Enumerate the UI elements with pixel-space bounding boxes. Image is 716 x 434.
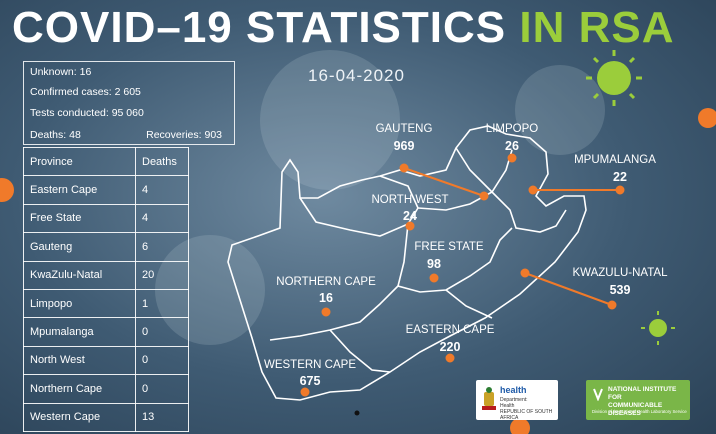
table-row: North West 0 [23, 345, 189, 376]
label-mpumalanga-name: MPUMALANGA [574, 154, 656, 166]
deaths-cell: 4 [135, 175, 189, 205]
label-limpopo-cases: 26 [505, 139, 519, 153]
health-logo-line3: REPUBLIC OF SOUTH AFRICA [500, 409, 553, 421]
marker-mpumalanga-start [528, 185, 538, 195]
label-western-cape-cases: 675 [300, 374, 321, 388]
deaths-cell: 1 [135, 288, 189, 319]
label-northern-cape-name: NORTHERN CAPE [276, 276, 376, 288]
deaths-cell: 0 [135, 345, 189, 376]
health-logo-line2: Health [500, 403, 515, 409]
label-north-west-name: NORTH WEST [371, 194, 448, 206]
nicd-logo: NATIONAL INSTITUTE FOR COMMUNICABLE DISE… [586, 380, 690, 420]
page-title: COVID–19 STATISTICS IN RSA [12, 2, 706, 54]
province-cell: Northern Cape [23, 374, 136, 404]
health-logo-title: health [500, 385, 527, 395]
summary-confirmed: Confirmed cases: 2 605 [30, 86, 141, 98]
nicd-mark-icon [593, 388, 603, 401]
province-cell: Gauteng [23, 232, 136, 262]
report-date: 16-04-2020 [308, 66, 405, 85]
deaths-cell: 4 [135, 203, 189, 234]
table-row: Northern Cape 0 [23, 374, 189, 404]
marker-eastern-cape [445, 353, 455, 363]
table-row: Gauteng 6 [23, 232, 189, 262]
nicd-logo-line2: COMMUNICABLE DISEASES [608, 402, 663, 417]
summary-recoveries: Recoveries: 903 [146, 129, 222, 141]
province-cell: Eastern Cape [23, 175, 136, 205]
label-gauteng-name: GAUTENG [376, 123, 433, 135]
label-gauteng-cases: 969 [394, 139, 415, 153]
label-eastern-cape-cases: 220 [440, 340, 461, 354]
marker-mpumalanga [615, 185, 625, 195]
virus-orange-icon [0, 108, 716, 434]
deaths-table: Province Deaths Eastern Cape 4 Free State… [23, 146, 189, 432]
province-cell: Limpopo [23, 288, 136, 319]
table-row: Eastern Cape 4 [23, 175, 189, 205]
table-header-row: Province Deaths [23, 146, 189, 177]
marker-kzn-start [520, 268, 530, 278]
table-row: KwaZulu-Natal 20 [23, 260, 189, 290]
label-mpumalanga-cases: 22 [613, 170, 627, 184]
nicd-logo-subtitle: Division of the National Health Laborato… [592, 409, 687, 414]
deaths-cell: 0 [135, 317, 189, 347]
deaths-cell: 6 [135, 232, 189, 262]
marker-kwazulu-natal [607, 300, 617, 310]
province-cell: North West [23, 345, 136, 376]
label-northern-cape-cases: 16 [319, 291, 333, 305]
label-kwazulu-natal-name: KWAZULU-NATAL [573, 267, 669, 279]
summary-unknown: Unknown: 16 [30, 66, 92, 78]
dot-indicator [354, 410, 360, 416]
label-kwazulu-natal-cases: 539 [610, 283, 631, 297]
health-department-logo: health Department: Health REPUBLIC OF SO… [476, 380, 558, 421]
marker-western-cape [300, 387, 310, 397]
title-accent: IN RSA [519, 3, 675, 52]
table-row: Free State 4 [23, 203, 189, 234]
summary-box: Unknown: 16 Confirmed cases: 2 605 Tests… [23, 61, 235, 145]
province-cell: Western Cape [23, 402, 136, 432]
label-limpopo-name: LIMPOPO [486, 123, 538, 135]
case-markers [300, 153, 625, 397]
label-free-state-name: FREE STATE [414, 241, 484, 253]
summary-tests: Tests conducted: 95 060 [30, 107, 144, 119]
province-cell: Mpumalanga [23, 317, 136, 347]
health-logo-text: Department: Health REPUBLIC OF SOUTH AFR… [500, 397, 558, 421]
marker-north-west [405, 221, 415, 231]
nicd-logo-title: NATIONAL INSTITUTE FOR COMMUNICABLE DISE… [608, 386, 690, 418]
marker-gauteng-start [399, 163, 409, 173]
header-deaths: Deaths [135, 146, 189, 177]
health-logo-line1: Department: [500, 397, 528, 403]
virus-green-icon [586, 50, 642, 106]
province-cell: KwaZulu-Natal [23, 260, 136, 290]
label-free-state-cases: 98 [427, 257, 441, 271]
coat-of-arms-icon [482, 387, 496, 410]
table-row: Limpopo 1 [23, 288, 189, 319]
table-row: Western Cape 13 [23, 402, 189, 432]
marker-northern-cape [321, 307, 331, 317]
table-row: Mpumalanga 0 [23, 317, 189, 347]
label-north-west-cases: 24 [403, 209, 417, 223]
title-main: COVID–19 STATISTICS [12, 3, 520, 52]
header-province: Province [23, 146, 136, 177]
province-cell: Free State [23, 203, 136, 234]
marker-limpopo [507, 153, 517, 163]
label-eastern-cape-name: EASTERN CAPE [406, 324, 495, 336]
virus-green-small-icon [641, 311, 675, 345]
marker-free-state [429, 273, 439, 283]
deaths-cell: 0 [135, 374, 189, 404]
label-western-cape-name: WESTERN CAPE [264, 359, 356, 371]
marker-gauteng [479, 191, 489, 201]
deaths-cell: 13 [135, 402, 189, 432]
deaths-cell: 20 [135, 260, 189, 290]
nicd-logo-line1: NATIONAL INSTITUTE FOR [608, 386, 677, 401]
summary-deaths: Deaths: 48 [30, 129, 81, 141]
